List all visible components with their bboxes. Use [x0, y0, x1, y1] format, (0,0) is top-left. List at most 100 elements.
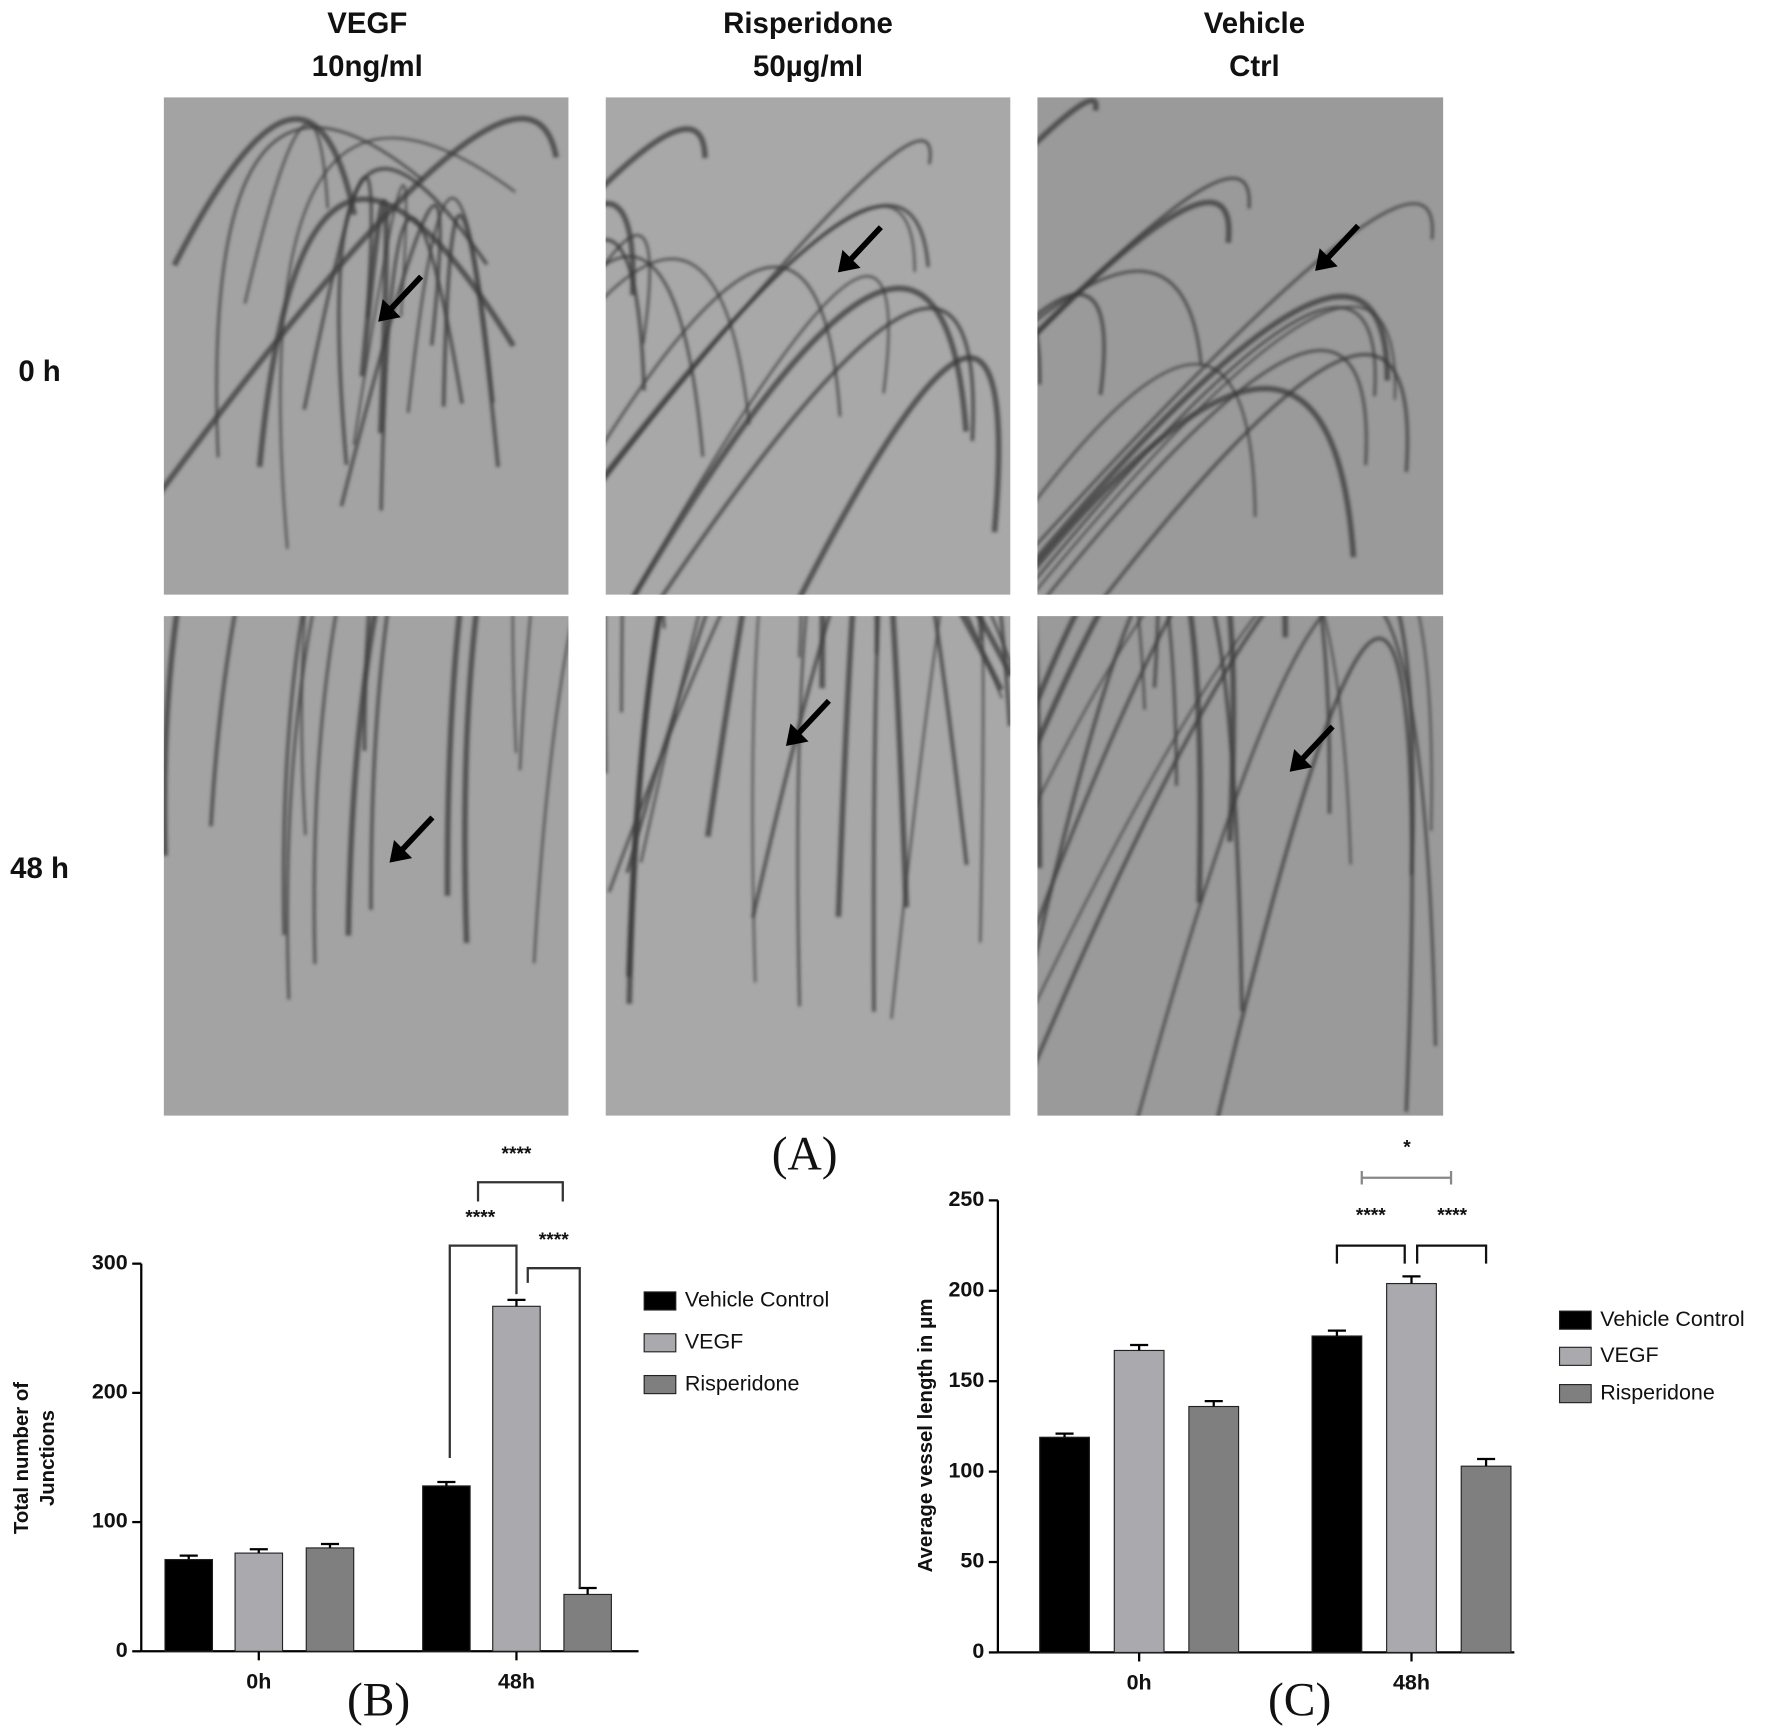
vessel: [1037, 97, 1099, 146]
y-tick-label: 200: [92, 1380, 128, 1404]
vessel: [215, 126, 425, 458]
y-tick-label: 200: [948, 1277, 984, 1301]
arrow-shaft: [1296, 724, 1335, 765]
vessel: [625, 616, 879, 874]
vessel: [605, 255, 705, 457]
vessel: [1037, 616, 1433, 1003]
bar: [1311, 1335, 1363, 1653]
vessel: [379, 216, 464, 511]
significance-label: ****: [1437, 1205, 1467, 1226]
y-tick-label: 0: [972, 1639, 984, 1663]
vessel: [1046, 348, 1368, 595]
vessel: [302, 175, 374, 410]
vessel: [1037, 292, 1106, 396]
vessel: [871, 616, 969, 1012]
bar: [422, 1485, 471, 1652]
legend-swatch: [643, 1374, 677, 1395]
arrow-head: [378, 299, 401, 322]
legend-swatch: [643, 1291, 677, 1311]
vessel: [639, 616, 803, 863]
column-label: Risperidone: [723, 7, 893, 40]
y-axis-label: Average vessel length in μm: [915, 1299, 937, 1573]
error-bar: [249, 1548, 268, 1554]
significance-label: ****: [1356, 1205, 1386, 1226]
arrow-shaft: [1322, 223, 1361, 264]
vessel: [312, 616, 338, 964]
photo: [163, 97, 569, 595]
photo: [163, 616, 569, 1116]
legend-swatch: [1558, 1384, 1592, 1404]
bar: [1188, 1405, 1240, 1653]
vessel: [352, 184, 408, 445]
y-tick-label: 50: [960, 1549, 984, 1573]
row-label: 48 h: [10, 852, 69, 885]
y-tick-label: 300: [92, 1250, 128, 1274]
vessel: [279, 137, 516, 549]
significance-label: ****: [539, 1230, 569, 1251]
bar: [492, 1305, 541, 1652]
x-tick-label: 48h: [498, 1670, 535, 1694]
y-axis-label: Junctions: [37, 1410, 59, 1506]
error-bar: [578, 1586, 597, 1595]
significance-bracket: [476, 1181, 564, 1202]
vessel: [462, 616, 479, 944]
legend-label: Risperidone: [1600, 1380, 1715, 1404]
arrow-shaft: [792, 698, 831, 739]
error-bar: [320, 1542, 340, 1548]
x-tick-label: 48h: [1393, 1671, 1430, 1695]
vessel: [163, 115, 560, 493]
photo: [605, 616, 1011, 1116]
vessel: [1037, 616, 1244, 1012]
bar: [1039, 1436, 1090, 1653]
legend-swatch: [643, 1333, 677, 1353]
vessel: [1037, 362, 1257, 517]
panel-label: (C): [1268, 1674, 1331, 1726]
error-bar: [1204, 1399, 1223, 1407]
vessel: [631, 285, 969, 595]
row-label: 0 h: [18, 355, 60, 388]
arrow-head: [785, 723, 809, 747]
arrow-head: [837, 249, 861, 273]
y-tick-label: 250: [948, 1187, 984, 1211]
photo-background: [1037, 616, 1444, 1116]
y-tick-label: 0: [116, 1638, 128, 1662]
vessels: [163, 115, 560, 549]
bar: [164, 1558, 214, 1652]
vessel: [441, 213, 501, 468]
y-axis-label: Total number of: [11, 1382, 33, 1534]
vessel: [369, 616, 389, 910]
significance-bracket: [1335, 1244, 1406, 1264]
vessel: [256, 196, 516, 468]
vessel: [406, 196, 495, 413]
vessels: [1037, 97, 1434, 595]
vessel: [605, 265, 842, 443]
legend-swatch: [1558, 1310, 1592, 1330]
panel-label: (B): [347, 1674, 410, 1726]
photo: [605, 97, 1011, 595]
vessel: [1037, 269, 1203, 366]
vessel: [605, 204, 916, 481]
vessel: [751, 616, 1011, 919]
bar: [1460, 1465, 1512, 1653]
vessels: [605, 616, 1011, 1019]
significance-label: ****: [465, 1208, 495, 1229]
legend-label: VEGF: [685, 1329, 743, 1353]
y-tick-label: 150: [948, 1368, 984, 1392]
vessel: [1103, 352, 1410, 595]
significance-bracket: [1360, 1170, 1453, 1185]
legend-swatch: [1558, 1346, 1592, 1366]
arrow-shaft: [844, 225, 883, 266]
vessel: [751, 616, 1003, 983]
legend-label: Risperidone: [685, 1371, 800, 1395]
vessels: [163, 616, 569, 1000]
vessel: [286, 616, 314, 1000]
error-bar: [507, 1298, 526, 1307]
vessel: [1037, 616, 1415, 1064]
significance-label: ****: [502, 1144, 532, 1165]
significance-bracket: [1416, 1244, 1488, 1264]
error-bar: [1402, 1275, 1421, 1284]
x-tick-label: 0h: [246, 1670, 271, 1694]
bar: [1386, 1282, 1437, 1653]
y-tick-label: 100: [948, 1458, 984, 1482]
